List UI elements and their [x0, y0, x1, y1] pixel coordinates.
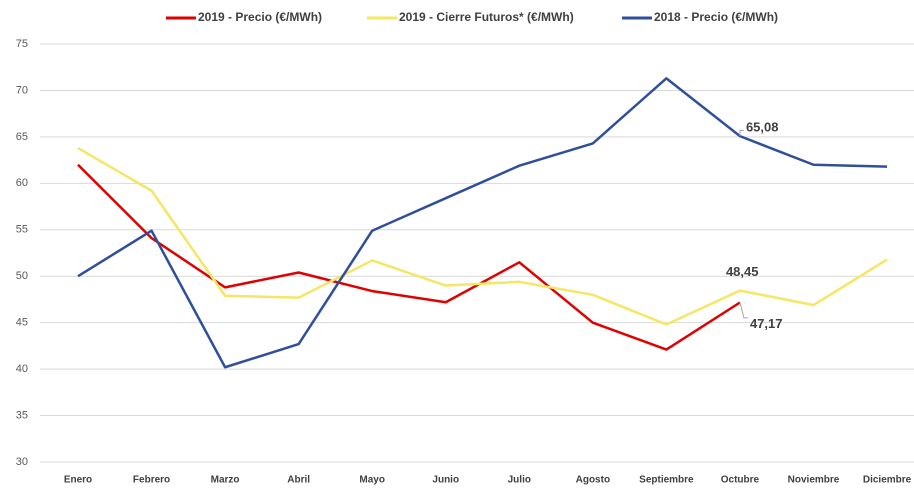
- x-tick-label: Septiembre: [639, 475, 694, 486]
- y-tick-label: 75: [16, 38, 28, 50]
- y-tick-label: 60: [16, 177, 28, 189]
- x-tick-label: Diciembre: [863, 475, 912, 486]
- series-line: [77, 163, 741, 351]
- leader-line: [739, 302, 748, 319]
- legend-label: 2019 - Precio (€/MWh): [198, 10, 322, 24]
- data-label: 65,08: [746, 120, 779, 135]
- x-tick-label: Octubre: [721, 475, 760, 486]
- legend-label: 2019 - Cierre Futuros* (€/MWh): [399, 10, 574, 24]
- series-line: [77, 77, 888, 369]
- x-tick-label: Febrero: [133, 475, 170, 486]
- y-tick-label: 65: [16, 131, 28, 143]
- y-tick-label: 55: [16, 224, 28, 236]
- x-tick-label: Enero: [64, 475, 92, 486]
- y-tick-label: 40: [16, 363, 28, 375]
- legend-label: 2018 - Precio (€/MWh): [654, 10, 778, 24]
- x-tick-label: Abril: [287, 475, 310, 486]
- x-tick-label: Marzo: [211, 475, 240, 486]
- data-label: 47,17: [750, 316, 783, 331]
- series-line: [77, 146, 888, 326]
- y-tick-label: 35: [16, 409, 28, 421]
- x-tick-label: Mayo: [359, 475, 385, 486]
- y-tick-label: 50: [16, 270, 28, 282]
- y-tick-label: 70: [16, 84, 28, 96]
- leader-line: [739, 130, 744, 137]
- x-tick-label: Agosto: [576, 475, 610, 486]
- x-tick-label: Junio: [432, 475, 459, 486]
- x-tick-label: Noviembre: [788, 475, 840, 486]
- x-tick-label: Julio: [508, 475, 531, 486]
- data-label: 48,45: [726, 264, 759, 279]
- y-tick-label: 30: [16, 456, 28, 468]
- y-tick-label: 45: [16, 317, 28, 329]
